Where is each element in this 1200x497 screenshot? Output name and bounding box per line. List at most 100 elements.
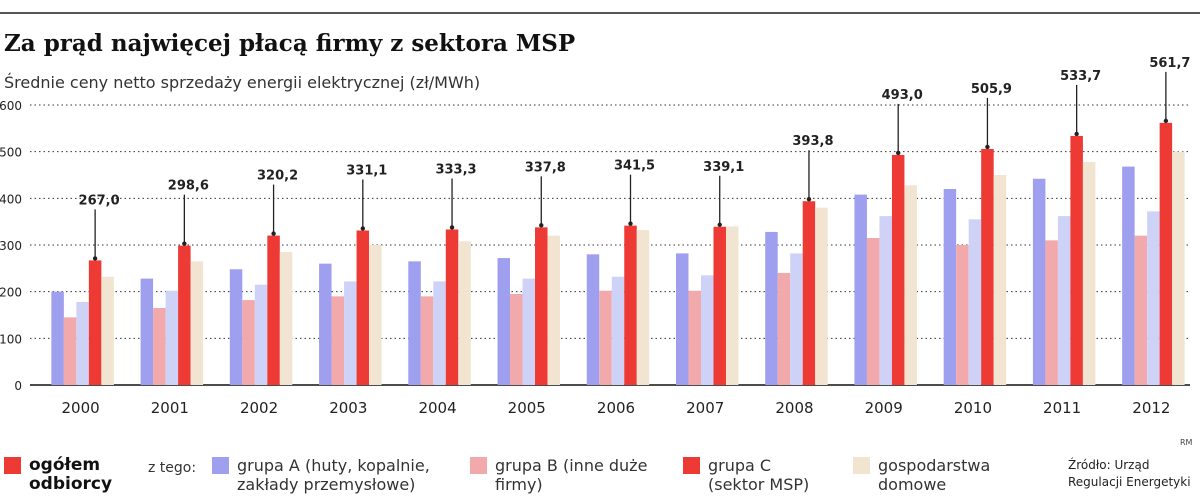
callout-dot-2011 bbox=[1074, 131, 1079, 137]
bar-gospodarstwa-2012 bbox=[1172, 151, 1185, 385]
data-label-2006: 341,5 bbox=[614, 159, 655, 174]
legend-label-main: ogółem odbiorcy bbox=[29, 455, 113, 494]
bar-gospodarstwa-2010 bbox=[993, 175, 1007, 385]
bar-grupaA-2007 bbox=[700, 275, 714, 385]
x-tick-label-2004: 2004 bbox=[418, 399, 456, 417]
bar-gospodarstwa-2003 bbox=[369, 245, 382, 385]
legend-item-grupa-c: grupa C (sektor MSP) bbox=[683, 456, 828, 494]
x-tick-label-2006: 2006 bbox=[597, 399, 635, 417]
x-tick-label-2007: 2007 bbox=[686, 399, 724, 417]
bar-grupaA-2012 bbox=[1147, 211, 1160, 385]
data-label-2008: 393,8 bbox=[792, 134, 833, 149]
bar-gospodarstwa-2004 bbox=[458, 241, 471, 385]
bar-grupaA-2000 bbox=[76, 301, 89, 385]
data-label-2012: 561,7 bbox=[1149, 56, 1190, 71]
bar-grupaC-2007 bbox=[713, 226, 726, 385]
bar-grupaA-2006 bbox=[611, 276, 625, 385]
bar-grupaC-2001 bbox=[178, 245, 191, 385]
bar-gospodarstwa-2002 bbox=[279, 252, 293, 385]
bar-ogolem-2010 bbox=[943, 189, 957, 385]
bar-ogolem-2008 bbox=[765, 231, 778, 385]
bar-grupaC-2000 bbox=[88, 260, 102, 385]
bar-gospodarstwa-2005 bbox=[547, 235, 561, 385]
y-tick-label-300: 300 bbox=[0, 239, 22, 253]
bar-grupaA-2004 bbox=[433, 281, 446, 385]
bar-gospodarstwa-2001 bbox=[190, 261, 204, 385]
bar-grupaC-2012 bbox=[1159, 122, 1173, 385]
bar-grupaC-2006 bbox=[624, 225, 637, 385]
bar-ogolem-2007 bbox=[675, 253, 689, 385]
callout-dot-2003 bbox=[360, 226, 366, 231]
x-tick-label-2010: 2010 bbox=[954, 399, 992, 417]
bar-ogolem-2000 bbox=[51, 291, 64, 385]
bar-ogolem-2009 bbox=[854, 194, 867, 385]
legend-label-gospodarstwa: gospodarstwa domowe bbox=[878, 456, 991, 494]
data-label-2000: 267,0 bbox=[79, 193, 120, 208]
bar-grupaA-2003 bbox=[344, 281, 357, 385]
author-credit: RM bbox=[1180, 438, 1193, 447]
bar-gospodarstwa-2011 bbox=[1082, 161, 1096, 385]
bar-grupaB-2001 bbox=[153, 308, 166, 385]
data-label-2004: 333,3 bbox=[435, 162, 476, 177]
legend-item-grupa-a: grupa A (huty, kopalnie, zakłady przemys… bbox=[212, 456, 452, 494]
bar-ogolem-2004 bbox=[408, 261, 421, 385]
bar-grupaB-2012 bbox=[1134, 235, 1148, 385]
bar-grupaA-2010 bbox=[968, 219, 982, 385]
data-label-2010: 505,9 bbox=[971, 82, 1012, 97]
bar-grupaA-2005 bbox=[522, 278, 536, 385]
bar-gospodarstwa-2000 bbox=[101, 276, 114, 385]
x-tick-label-2002: 2002 bbox=[240, 399, 278, 417]
bar-grupaA-2008 bbox=[790, 253, 803, 385]
data-label-2003: 331,1 bbox=[346, 163, 387, 178]
bar-grupaB-2010 bbox=[956, 245, 969, 385]
legend-z-tego: z tego: bbox=[148, 460, 197, 476]
legend-main: ogółem odbiorcy bbox=[4, 456, 139, 494]
bar-ogolem-2012 bbox=[1122, 166, 1135, 385]
callout-dot-2006 bbox=[628, 221, 633, 226]
bar-grupaC-2005 bbox=[535, 227, 548, 385]
data-label-2002: 320,2 bbox=[257, 169, 298, 184]
bar-ogolem-2006 bbox=[586, 254, 600, 385]
bar-grupaB-2006 bbox=[599, 290, 612, 385]
bar-grupaC-2008 bbox=[802, 201, 816, 385]
x-tick-label-2008: 2008 bbox=[775, 399, 813, 417]
y-tick-label-400: 400 bbox=[0, 192, 22, 206]
source-line-1: Źródło: Urząd bbox=[1068, 458, 1150, 472]
data-label-2001: 298,6 bbox=[168, 179, 209, 194]
bar-ogolem-2011 bbox=[1032, 178, 1046, 385]
bar-grupaC-2010 bbox=[981, 148, 994, 385]
bar-gospodarstwa-2008 bbox=[815, 207, 828, 385]
callout-dot-2004 bbox=[449, 225, 455, 230]
chart-subtitle: Średnie ceny netto sprzedaży energii ele… bbox=[4, 73, 481, 92]
callout-dot-2012 bbox=[1163, 118, 1169, 124]
x-tick-label-2001: 2001 bbox=[151, 399, 189, 417]
bar-ogolem-2002 bbox=[229, 269, 243, 385]
bar-grupaC-2004 bbox=[445, 229, 459, 385]
legend-swatch-grupa-c bbox=[683, 457, 700, 474]
data-label-2009: 493,0 bbox=[882, 88, 923, 103]
x-tick-label-2012: 2012 bbox=[1132, 399, 1170, 417]
data-label-2007: 339,1 bbox=[703, 160, 744, 175]
legend-label-grupa-b: grupa B (inne duże firmy) bbox=[495, 456, 648, 494]
bar-grupaC-2011 bbox=[1070, 135, 1083, 385]
bar-grupaA-2009 bbox=[879, 216, 892, 385]
source-note: Źródło: Urząd Regulacji Energetyki bbox=[1068, 457, 1191, 491]
bar-grupaB-2004 bbox=[420, 296, 434, 385]
bar-grupaB-2011 bbox=[1045, 240, 1058, 385]
legend-label-grupa-c: grupa C (sektor MSP) bbox=[708, 456, 810, 494]
callout-dot-2008 bbox=[806, 197, 812, 202]
callout-dot-2001 bbox=[182, 241, 187, 246]
legend-label-grupa-a: grupa A (huty, kopalnie, zakłady przemys… bbox=[237, 456, 430, 494]
bar-grupaB-2003 bbox=[331, 296, 345, 385]
bar-grupaB-2008 bbox=[777, 273, 791, 385]
callout-dot-2009 bbox=[895, 150, 901, 156]
bar-grupaA-2002 bbox=[254, 284, 268, 385]
bar-grupaB-2000 bbox=[63, 317, 77, 385]
callout-dot-2000 bbox=[92, 256, 98, 261]
legend-swatch-grupa-b bbox=[470, 457, 487, 474]
callout-dot-2007 bbox=[717, 222, 722, 227]
y-tick-label-200: 200 bbox=[0, 286, 22, 300]
bar-ogolem-2001 bbox=[140, 278, 154, 385]
bar-grupaC-2002 bbox=[267, 235, 280, 385]
data-label-2011: 533,7 bbox=[1060, 69, 1101, 84]
